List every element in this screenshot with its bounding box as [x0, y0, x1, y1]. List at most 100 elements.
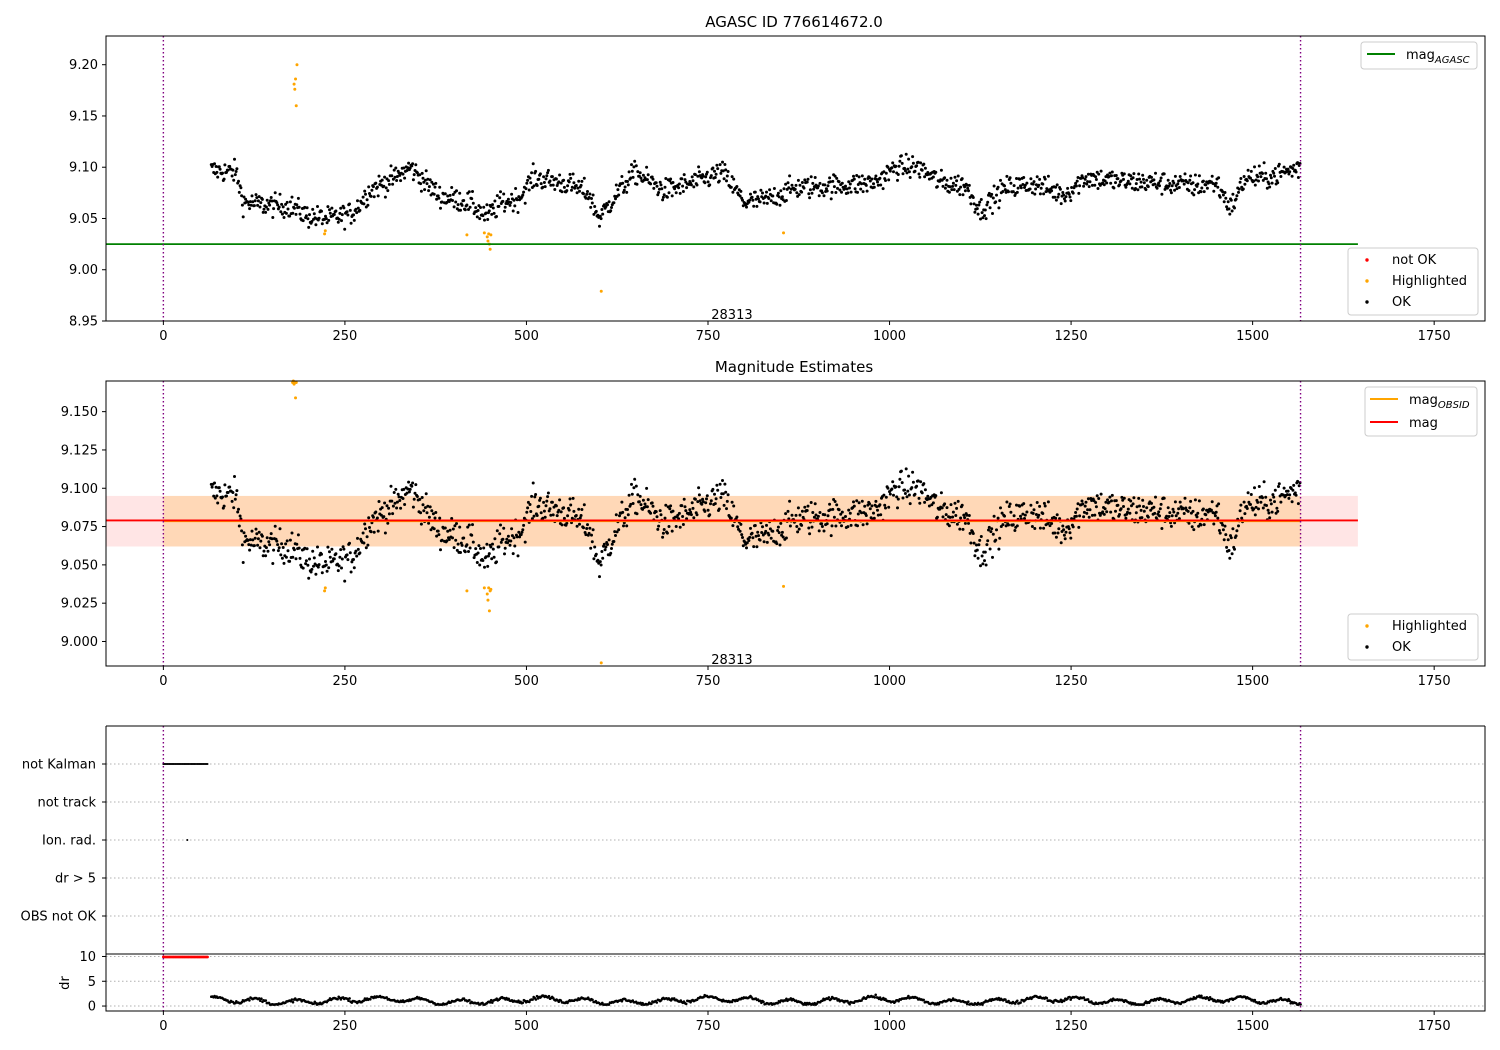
ok-point [811, 511, 815, 514]
ok-point [971, 532, 975, 535]
ok-point [906, 489, 910, 493]
ok-point [1108, 495, 1112, 499]
ok-point [1129, 174, 1133, 178]
ok-point [407, 480, 411, 484]
ok-point [1058, 187, 1062, 191]
ok-point [395, 506, 399, 510]
ok-point [813, 502, 817, 506]
ok-point [456, 542, 460, 546]
ok-point [1239, 177, 1243, 180]
dr-point [789, 997, 793, 1000]
ok-point [557, 180, 561, 184]
ok-point [544, 177, 548, 181]
ok-point [650, 501, 654, 505]
ok-point [342, 206, 346, 210]
ok-point [1230, 209, 1234, 213]
ok-point [212, 494, 216, 498]
ok-point [1181, 507, 1185, 511]
points-legend-frame [1347, 247, 1479, 316]
ok-point [891, 161, 895, 165]
ok-point [1042, 526, 1046, 530]
ok-point [875, 178, 879, 181]
ok-point [217, 165, 221, 169]
ok-point [501, 537, 505, 541]
ok-point [607, 200, 611, 204]
ok-point [506, 197, 510, 201]
ok-point [610, 547, 613, 550]
ok-point [849, 523, 853, 527]
ok-point [1088, 508, 1092, 512]
ok-point [1162, 496, 1166, 500]
ok-point [1188, 506, 1192, 510]
ok-point [413, 491, 417, 495]
ok-point [1034, 513, 1038, 516]
ok-point [475, 215, 479, 219]
ok-point [434, 511, 438, 514]
ok-point [270, 537, 274, 541]
ok-point [1205, 186, 1209, 190]
ok-point [884, 179, 887, 182]
ok-point [975, 543, 978, 547]
ok-point [431, 182, 435, 186]
ok-point [1252, 179, 1256, 183]
ok-point [1182, 182, 1186, 186]
ok-point [616, 188, 620, 192]
panel-agasc: AGASC ID 776614672.0 8.959.009.059.109.1… [69, 13, 1486, 344]
ok-point [1217, 502, 1221, 506]
ok-point [426, 177, 430, 181]
ok-point [1234, 534, 1238, 538]
ok-point [713, 502, 717, 506]
ok-point [546, 495, 550, 499]
ok-point [586, 190, 589, 193]
ok-point [1233, 206, 1236, 210]
ok-point [1178, 175, 1182, 178]
ok-point [538, 172, 542, 176]
highlighted-point [485, 235, 489, 239]
ok-point [242, 195, 246, 199]
ok-point [958, 193, 962, 197]
ok-point [555, 184, 559, 187]
ok-point [509, 539, 513, 543]
ok-point [222, 504, 226, 508]
ok-point [1201, 507, 1205, 511]
ok-point [1043, 177, 1047, 181]
ok-point [963, 185, 967, 189]
ok-point [978, 200, 982, 204]
ok-point [738, 194, 742, 198]
flag-row-label: OBS not OK [21, 910, 97, 925]
ok-point [1126, 510, 1129, 514]
ok-point [566, 514, 570, 518]
ok-point [752, 204, 756, 208]
ok-point [311, 207, 315, 211]
panel-agasc-points-legend: not OK Highlighted OK [1347, 247, 1479, 316]
ok-point [962, 513, 966, 517]
ok-point [393, 501, 397, 505]
ok-point [754, 534, 758, 538]
ok-point [1018, 504, 1022, 508]
ok-point [1104, 500, 1108, 504]
ok-point [1021, 183, 1025, 186]
ok-point [451, 199, 454, 202]
ok-point [354, 549, 358, 553]
ok-point [458, 191, 462, 195]
ok-point [1009, 510, 1013, 514]
ok-point [291, 555, 295, 559]
ok-point [784, 536, 788, 540]
ok-point [574, 184, 578, 187]
ok-point [606, 543, 609, 546]
ok-point [1243, 512, 1247, 516]
panel-magnitude-ytick-label: 9.075 [61, 520, 98, 535]
ok-point [439, 548, 442, 552]
dr-point [559, 999, 563, 1002]
ok-point [221, 495, 224, 499]
ok-point [689, 510, 693, 514]
ok-point [861, 523, 865, 527]
ok-point [915, 164, 919, 168]
panel-magnitude-ytick-label: 9.150 [61, 405, 98, 420]
ok-point [589, 205, 593, 209]
ok-point [800, 190, 804, 194]
ok-point [969, 202, 973, 206]
ok-point [725, 507, 728, 511]
ok-point [769, 536, 773, 540]
